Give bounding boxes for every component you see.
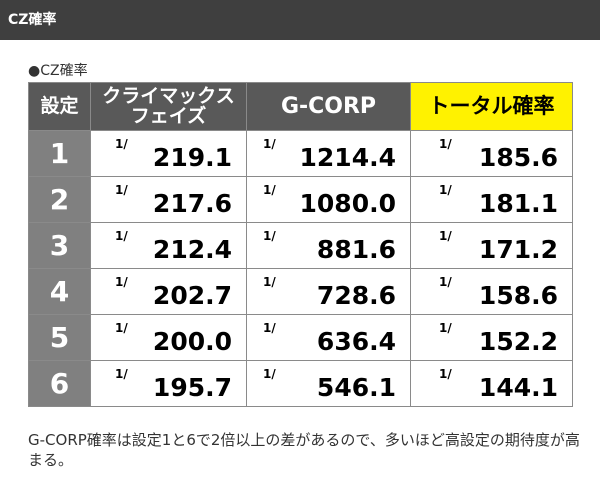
column-header-total: トータル確率 bbox=[410, 82, 573, 131]
gcorp-probability-cell: 1/546.1 bbox=[246, 360, 411, 407]
setting-number-cell: 5 bbox=[28, 314, 91, 361]
climax-probability-cell: 1/217.6 bbox=[90, 176, 247, 223]
table-row: 3 1/212.4 1/881.6 1/171.2 bbox=[28, 222, 573, 269]
fraction-prefix: 1/ bbox=[439, 229, 452, 243]
gcorp-probability-cell: 1/881.6 bbox=[246, 222, 411, 269]
table-row: 1 1/219.1 1/1214.4 1/185.6 bbox=[28, 130, 573, 177]
fraction-prefix: 1/ bbox=[439, 275, 452, 289]
climax-probability-cell: 1/200.0 bbox=[90, 314, 247, 361]
setting-number-cell: 6 bbox=[28, 360, 91, 407]
gcorp-value: 546.1 bbox=[316, 373, 396, 402]
fraction-prefix: 1/ bbox=[115, 229, 128, 243]
setting-number-cell: 3 bbox=[28, 222, 91, 269]
fraction-prefix: 1/ bbox=[115, 275, 128, 289]
climax-probability-cell: 1/202.7 bbox=[90, 268, 247, 315]
climax-header-line2: フェイズ bbox=[130, 104, 207, 127]
gcorp-value: 636.4 bbox=[316, 327, 396, 356]
climax-value: 219.1 bbox=[152, 143, 232, 172]
climax-probability-cell: 1/219.1 bbox=[90, 130, 247, 177]
fraction-prefix: 1/ bbox=[263, 229, 276, 243]
climax-probability-cell: 1/195.7 bbox=[90, 360, 247, 407]
gcorp-probability-cell: 1/728.6 bbox=[246, 268, 411, 315]
section-title: CZ確率 bbox=[8, 12, 57, 28]
gcorp-value: 1214.4 bbox=[299, 143, 396, 172]
total-probability-cell: 1/158.6 bbox=[410, 268, 573, 315]
total-probability-cell: 1/144.1 bbox=[410, 360, 573, 407]
total-probability-cell: 1/152.2 bbox=[410, 314, 573, 361]
column-header-setting: 設定 bbox=[28, 82, 91, 131]
column-header-climax-phase: クライマックス フェイズ bbox=[90, 82, 247, 131]
fraction-prefix: 1/ bbox=[439, 137, 452, 151]
setting-number-cell: 2 bbox=[28, 176, 91, 223]
fraction-prefix: 1/ bbox=[115, 321, 128, 335]
total-probability-cell: 1/185.6 bbox=[410, 130, 573, 177]
gcorp-probability-cell: 1/1080.0 bbox=[246, 176, 411, 223]
fraction-prefix: 1/ bbox=[263, 321, 276, 335]
climax-value: 200.0 bbox=[152, 327, 232, 356]
table-row: 5 1/200.0 1/636.4 1/152.2 bbox=[28, 314, 573, 361]
setting-number-cell: 4 bbox=[28, 268, 91, 315]
table-row: 2 1/217.6 1/1080.0 1/181.1 bbox=[28, 176, 573, 223]
total-value: 181.1 bbox=[478, 189, 558, 218]
gcorp-probability-cell: 1/1214.4 bbox=[246, 130, 411, 177]
fraction-prefix: 1/ bbox=[115, 137, 128, 151]
table-row: 4 1/202.7 1/728.6 1/158.6 bbox=[28, 268, 573, 315]
climax-value: 217.6 bbox=[152, 189, 232, 218]
fraction-prefix: 1/ bbox=[263, 275, 276, 289]
total-value: 185.6 bbox=[478, 143, 558, 172]
section-header: CZ確率 bbox=[0, 0, 600, 40]
total-value: 158.6 bbox=[478, 281, 558, 310]
fraction-prefix: 1/ bbox=[439, 367, 452, 381]
fraction-prefix: 1/ bbox=[115, 183, 128, 197]
climax-header-line1: クライマックス bbox=[102, 84, 235, 107]
gcorp-value: 1080.0 bbox=[299, 189, 396, 218]
fraction-prefix: 1/ bbox=[263, 137, 276, 151]
gcorp-value: 881.6 bbox=[316, 235, 396, 264]
climax-value: 195.7 bbox=[152, 373, 232, 402]
cz-probability-table: 設定 クライマックス フェイズ G-CORP トータル確率 1 1/219.1 1/… bbox=[28, 82, 573, 407]
column-header-gcorp: G-CORP bbox=[246, 82, 411, 131]
setting-number-cell: 1 bbox=[28, 130, 91, 177]
fraction-prefix: 1/ bbox=[263, 183, 276, 197]
total-value: 171.2 bbox=[478, 235, 558, 264]
total-value: 144.1 bbox=[478, 373, 558, 402]
total-probability-cell: 1/171.2 bbox=[410, 222, 573, 269]
footnote: G-CORP確率は設定1と6で2倍以上の差があるので、多いほど高設定の期待度が高… bbox=[28, 431, 580, 469]
table-header-row: 設定 クライマックス フェイズ G-CORP トータル確率 bbox=[28, 82, 573, 131]
climax-probability-cell: 1/212.4 bbox=[90, 222, 247, 269]
total-probability-cell: 1/181.1 bbox=[410, 176, 573, 223]
total-value: 152.2 bbox=[478, 327, 558, 356]
fraction-prefix: 1/ bbox=[439, 321, 452, 335]
gcorp-probability-cell: 1/636.4 bbox=[246, 314, 411, 361]
climax-value: 212.4 bbox=[152, 235, 232, 264]
table-caption: ●CZ確率 bbox=[28, 63, 88, 79]
climax-value: 202.7 bbox=[152, 281, 232, 310]
fraction-prefix: 1/ bbox=[115, 367, 128, 381]
gcorp-value: 728.6 bbox=[316, 281, 396, 310]
fraction-prefix: 1/ bbox=[439, 183, 452, 197]
table-row: 6 1/195.7 1/546.1 1/144.1 bbox=[28, 360, 573, 407]
fraction-prefix: 1/ bbox=[263, 367, 276, 381]
